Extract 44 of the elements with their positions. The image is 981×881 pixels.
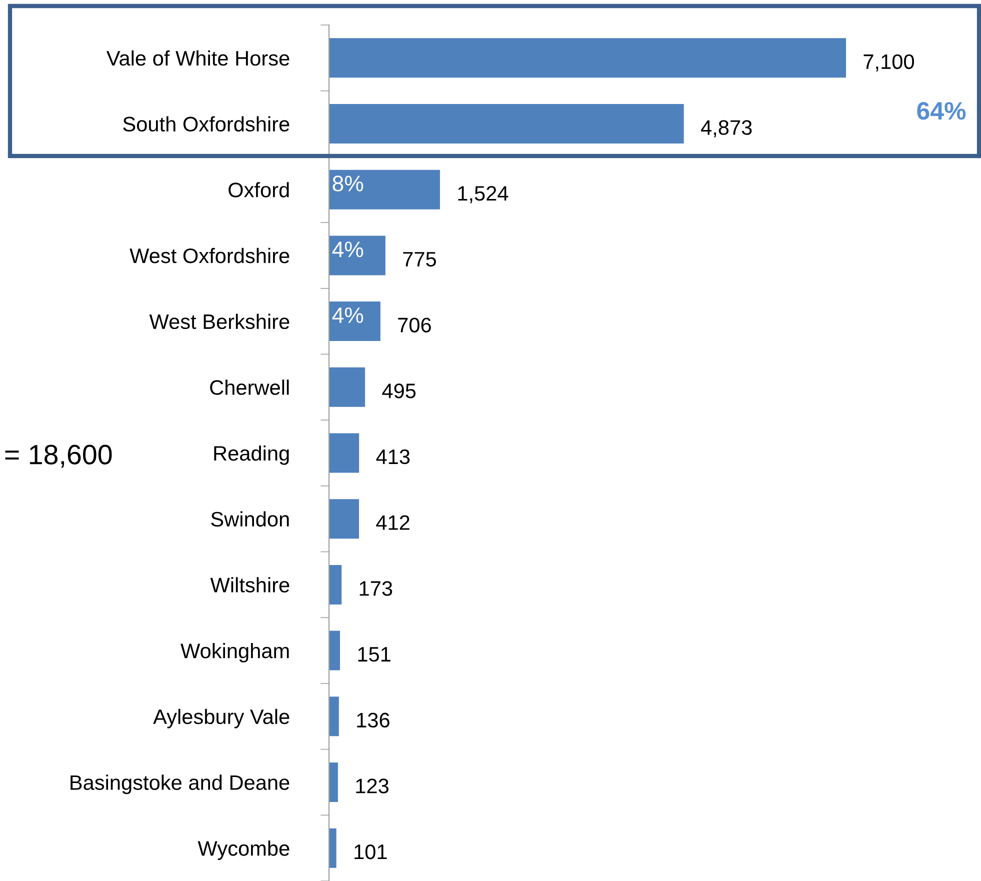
bar	[329, 696, 339, 736]
bar	[329, 104, 684, 144]
y-tick-label: Vale of White Horse	[106, 50, 290, 66]
bar	[329, 762, 338, 802]
y-tick-label: Swindon	[211, 511, 289, 527]
bar	[329, 38, 846, 78]
data-label: 495	[382, 384, 416, 398]
data-label: 123	[356, 778, 388, 794]
data-label: 7,100	[864, 54, 914, 72]
annotation: 4%	[332, 242, 364, 258]
bar	[329, 367, 366, 407]
y-tick-label: South Oxfordshire	[123, 116, 290, 132]
data-label: 101	[354, 844, 387, 860]
data-label: 173	[360, 581, 392, 596]
annotation: 8%	[332, 176, 364, 192]
bar	[329, 564, 342, 604]
y-tick-label: Basingstoke and Deane	[70, 774, 290, 794]
bar	[329, 828, 336, 868]
bar	[329, 433, 360, 473]
data-label: 775	[403, 252, 436, 267]
bar	[329, 499, 359, 539]
y-tick-label: Wycombe	[198, 840, 290, 860]
text: 64%	[917, 102, 966, 120]
y-tick-label: Cherwell	[210, 380, 289, 395]
y-tick-label: Oxford	[228, 182, 289, 198]
bar	[329, 236, 386, 276]
y-tick-label: Aylesbury Vale	[153, 708, 290, 728]
data-label: 412	[376, 515, 410, 530]
text: = 18,600	[5, 444, 112, 468]
data-label: 151	[358, 647, 390, 662]
y-tick-label: Wiltshire	[210, 577, 290, 592]
data-label: 706	[398, 318, 431, 332]
bar	[329, 170, 440, 210]
data-label: 1,524	[458, 186, 508, 204]
bar	[329, 630, 340, 670]
y-tick-label: Wokingham	[180, 642, 289, 662]
y-tick-label: West Berkshire	[149, 314, 290, 330]
y-tick-label: Reading	[214, 445, 289, 465]
data-label: 136	[357, 712, 390, 728]
data-label: 413	[376, 449, 410, 464]
annotation: 4%	[332, 307, 364, 324]
y-tick-label: West Oxfordshire	[130, 248, 290, 264]
data-label: 4,873	[700, 120, 752, 138]
bar	[329, 302, 380, 342]
